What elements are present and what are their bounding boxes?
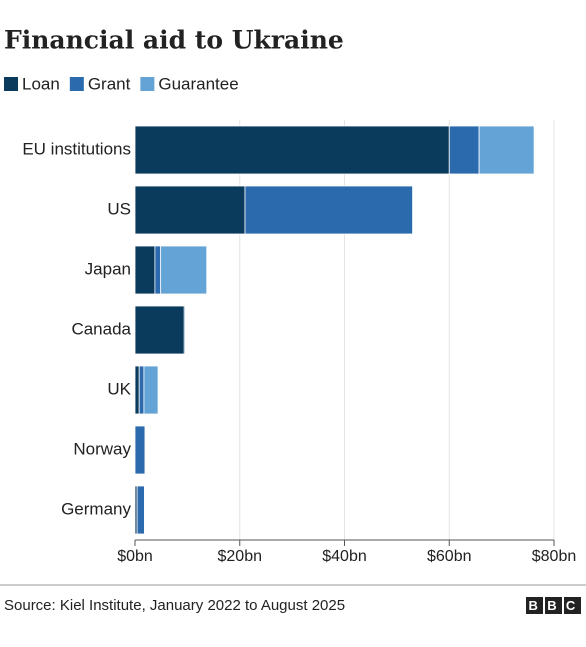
bar-segment xyxy=(138,365,145,415)
y-tick-label: Norway xyxy=(73,439,131,458)
x-tick-label: $0bn xyxy=(117,548,153,565)
bar-segment xyxy=(136,485,145,535)
bar-segment xyxy=(134,305,185,355)
x-tick-label: $80bn xyxy=(532,548,577,565)
y-tick-label: US xyxy=(107,199,131,218)
legend-label: Guarantee xyxy=(158,74,238,93)
legend-label: Grant xyxy=(88,74,131,93)
legend: Loan Grant Guarantee xyxy=(4,74,239,93)
bar-segment xyxy=(244,185,413,235)
logo-box xyxy=(564,597,581,614)
y-tick-label: Germany xyxy=(61,499,131,518)
logo-box xyxy=(545,597,562,614)
chart-title: Financial aid to Ukraine xyxy=(4,26,344,55)
bar-segment xyxy=(183,305,186,355)
bar-segment xyxy=(143,365,159,415)
bar-segment xyxy=(134,365,140,415)
bar-segment xyxy=(134,125,450,175)
bar-segment xyxy=(478,125,535,175)
legend-swatch xyxy=(140,77,155,91)
bar-segment xyxy=(160,245,208,295)
logo-text: BBC xyxy=(529,598,585,613)
bar-segment xyxy=(134,425,146,475)
y-tick-label: Japan xyxy=(85,259,131,278)
bar-segment xyxy=(154,245,162,295)
legend-label: Loan xyxy=(22,74,60,93)
y-tick-label: Canada xyxy=(71,319,131,338)
bar-segment xyxy=(134,245,156,295)
legend-swatch xyxy=(4,77,18,91)
logo: BBC xyxy=(526,597,585,614)
x-tick-label: $60bn xyxy=(427,548,472,565)
source: Source: Kiel Institute, January 2022 to … xyxy=(4,597,345,614)
legend-swatch xyxy=(69,77,84,91)
y-tick-label: EU institutions xyxy=(22,139,131,158)
x-tick-label: $20bn xyxy=(218,548,263,565)
bar-segment xyxy=(134,185,246,235)
bar-segment xyxy=(448,125,480,175)
x-tick-label: $40bn xyxy=(322,548,367,565)
logo-box xyxy=(526,597,543,614)
y-tick-label: UK xyxy=(107,379,131,398)
